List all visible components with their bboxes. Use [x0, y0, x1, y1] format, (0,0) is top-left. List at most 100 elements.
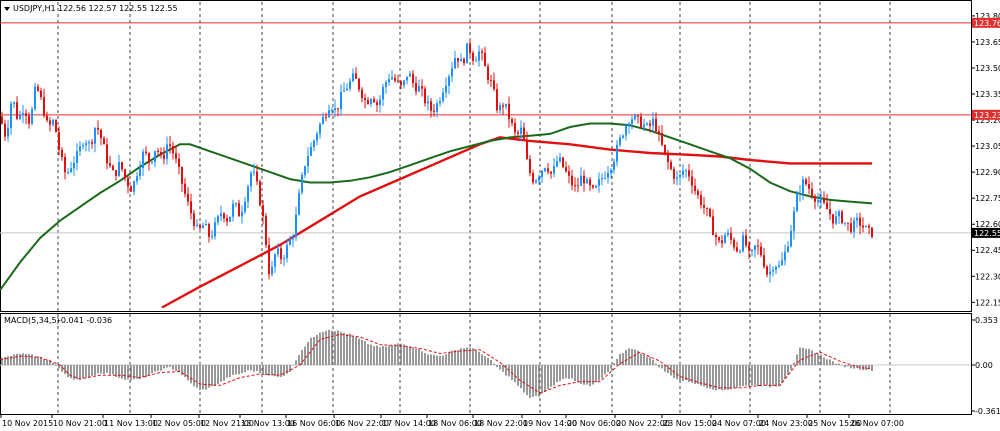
candle-body: [859, 217, 861, 226]
macd-histogram-bar: [343, 332, 345, 365]
macd-histogram-bar: [613, 363, 615, 365]
macd-histogram-bar: [481, 354, 483, 365]
horizontal-line-price-tag-bg: [972, 109, 1000, 120]
candle-body: [385, 82, 387, 88]
candle-body: [556, 161, 558, 167]
candle-body: [301, 175, 303, 193]
macd-histogram-bar: [499, 364, 501, 370]
macd-histogram-bar: [310, 337, 312, 365]
macd-histogram-bar: [526, 364, 528, 396]
macd-histogram-bar: [709, 364, 711, 389]
candle-body: [619, 137, 621, 145]
macd-histogram-bar: [37, 356, 39, 365]
horizontal-lines[interactable]: [0, 22, 971, 116]
dropdown-triangle-icon[interactable]: [4, 7, 10, 11]
candle-body: [637, 115, 639, 117]
macd-histogram-bar: [376, 345, 378, 365]
price-axis-label: 122.30: [975, 272, 1000, 281]
candle-body: [838, 211, 840, 217]
macd-histogram-bar: [13, 354, 15, 365]
candle-body: [31, 108, 33, 124]
macd-histogram-bar: [544, 364, 546, 393]
candle-body: [841, 211, 843, 223]
symbol-label: USDJPY,H1: [13, 4, 56, 13]
candle-body: [484, 52, 486, 67]
candle-body: [577, 185, 579, 187]
macd-histogram-bar: [397, 343, 399, 365]
macd-histogram-bar: [454, 350, 456, 365]
macd-histogram-bar: [829, 359, 831, 365]
macd-histogram-bar: [652, 359, 654, 365]
horizontal-line-price-tag: 123.76: [974, 19, 1000, 28]
candle-body: [616, 144, 618, 162]
candle-body: [571, 175, 573, 186]
candle-body: [226, 218, 228, 222]
macd-histogram-bar: [370, 344, 372, 365]
candle-body: [379, 99, 381, 106]
macd-indicator: [0, 329, 971, 398]
macd-histogram-bar: [433, 354, 435, 365]
candle-body: [133, 181, 135, 192]
price-axis[interactable]: 123.80 123.65 123.50 123.35 123.20 123.05 122.…: [971, 12, 1000, 307]
candle-body: [778, 265, 780, 267]
macd-axis-label: 0.00: [975, 361, 993, 370]
candle-body: [247, 186, 249, 202]
candle-body: [316, 133, 318, 141]
candle-body: [169, 144, 171, 146]
candle-body: [328, 110, 330, 118]
moving-averages: [0, 122, 873, 309]
macd-histogram-bar: [460, 348, 462, 365]
candle-body: [229, 216, 231, 222]
macd-histogram-bar: [643, 354, 645, 365]
candle-body: [856, 217, 858, 221]
candle-body: [286, 244, 288, 259]
candle-body: [262, 205, 264, 217]
candle-body: [610, 170, 612, 174]
candle-body: [88, 142, 90, 144]
macd-histogram-bar: [133, 364, 135, 380]
macd-histogram-bar: [79, 364, 81, 380]
candle-body: [187, 193, 189, 202]
macd-histogram-bar: [448, 352, 450, 365]
macd-histogram-bar: [355, 336, 357, 365]
macd-histogram-bar: [478, 351, 480, 365]
macd-histogram-bar: [418, 348, 420, 365]
macd-histogram-bar: [163, 364, 165, 369]
candle-body: [805, 179, 807, 185]
macd-histogram-bar: [373, 346, 375, 365]
candle-body: [760, 246, 762, 256]
macd-histogram-bar: [337, 330, 339, 365]
candle-body: [505, 103, 507, 107]
candle-body: [757, 245, 759, 247]
macd-histogram-bar: [49, 359, 51, 365]
candle-body: [817, 200, 819, 202]
candle-body: [514, 123, 516, 133]
candle-body: [190, 201, 192, 214]
candle-body: [295, 214, 297, 238]
macd-histogram-bar: [436, 355, 438, 365]
macd-histogram-bar: [61, 364, 63, 372]
macd-histogram-bar: [226, 364, 228, 378]
macd-histogram-bar: [547, 364, 549, 390]
candle-body: [217, 216, 219, 223]
candle-body: [499, 105, 501, 111]
macd-histogram-bar: [4, 356, 6, 365]
macd-histogram-bar: [106, 364, 108, 373]
candle-body: [679, 174, 681, 178]
chart-header[interactable]: USDJPY,H1 122.56 122.57 122.55 122.55: [4, 4, 178, 13]
macd-histogram-bar: [16, 353, 18, 365]
candle-body: [703, 205, 705, 208]
macd-histogram-bar: [667, 364, 669, 374]
macd-histogram-bar: [553, 364, 555, 386]
macd-axis[interactable]: 0.353 0.00 -0.361: [971, 316, 1000, 416]
macd-histogram-bar: [19, 353, 21, 365]
candlesticks: [1, 38, 873, 283]
candle-body: [544, 168, 546, 171]
macd-histogram-bar: [382, 345, 384, 365]
candle-body: [439, 101, 441, 104]
macd-histogram-bar: [157, 364, 159, 372]
candle-body: [682, 170, 684, 175]
candle-body: [346, 88, 348, 91]
